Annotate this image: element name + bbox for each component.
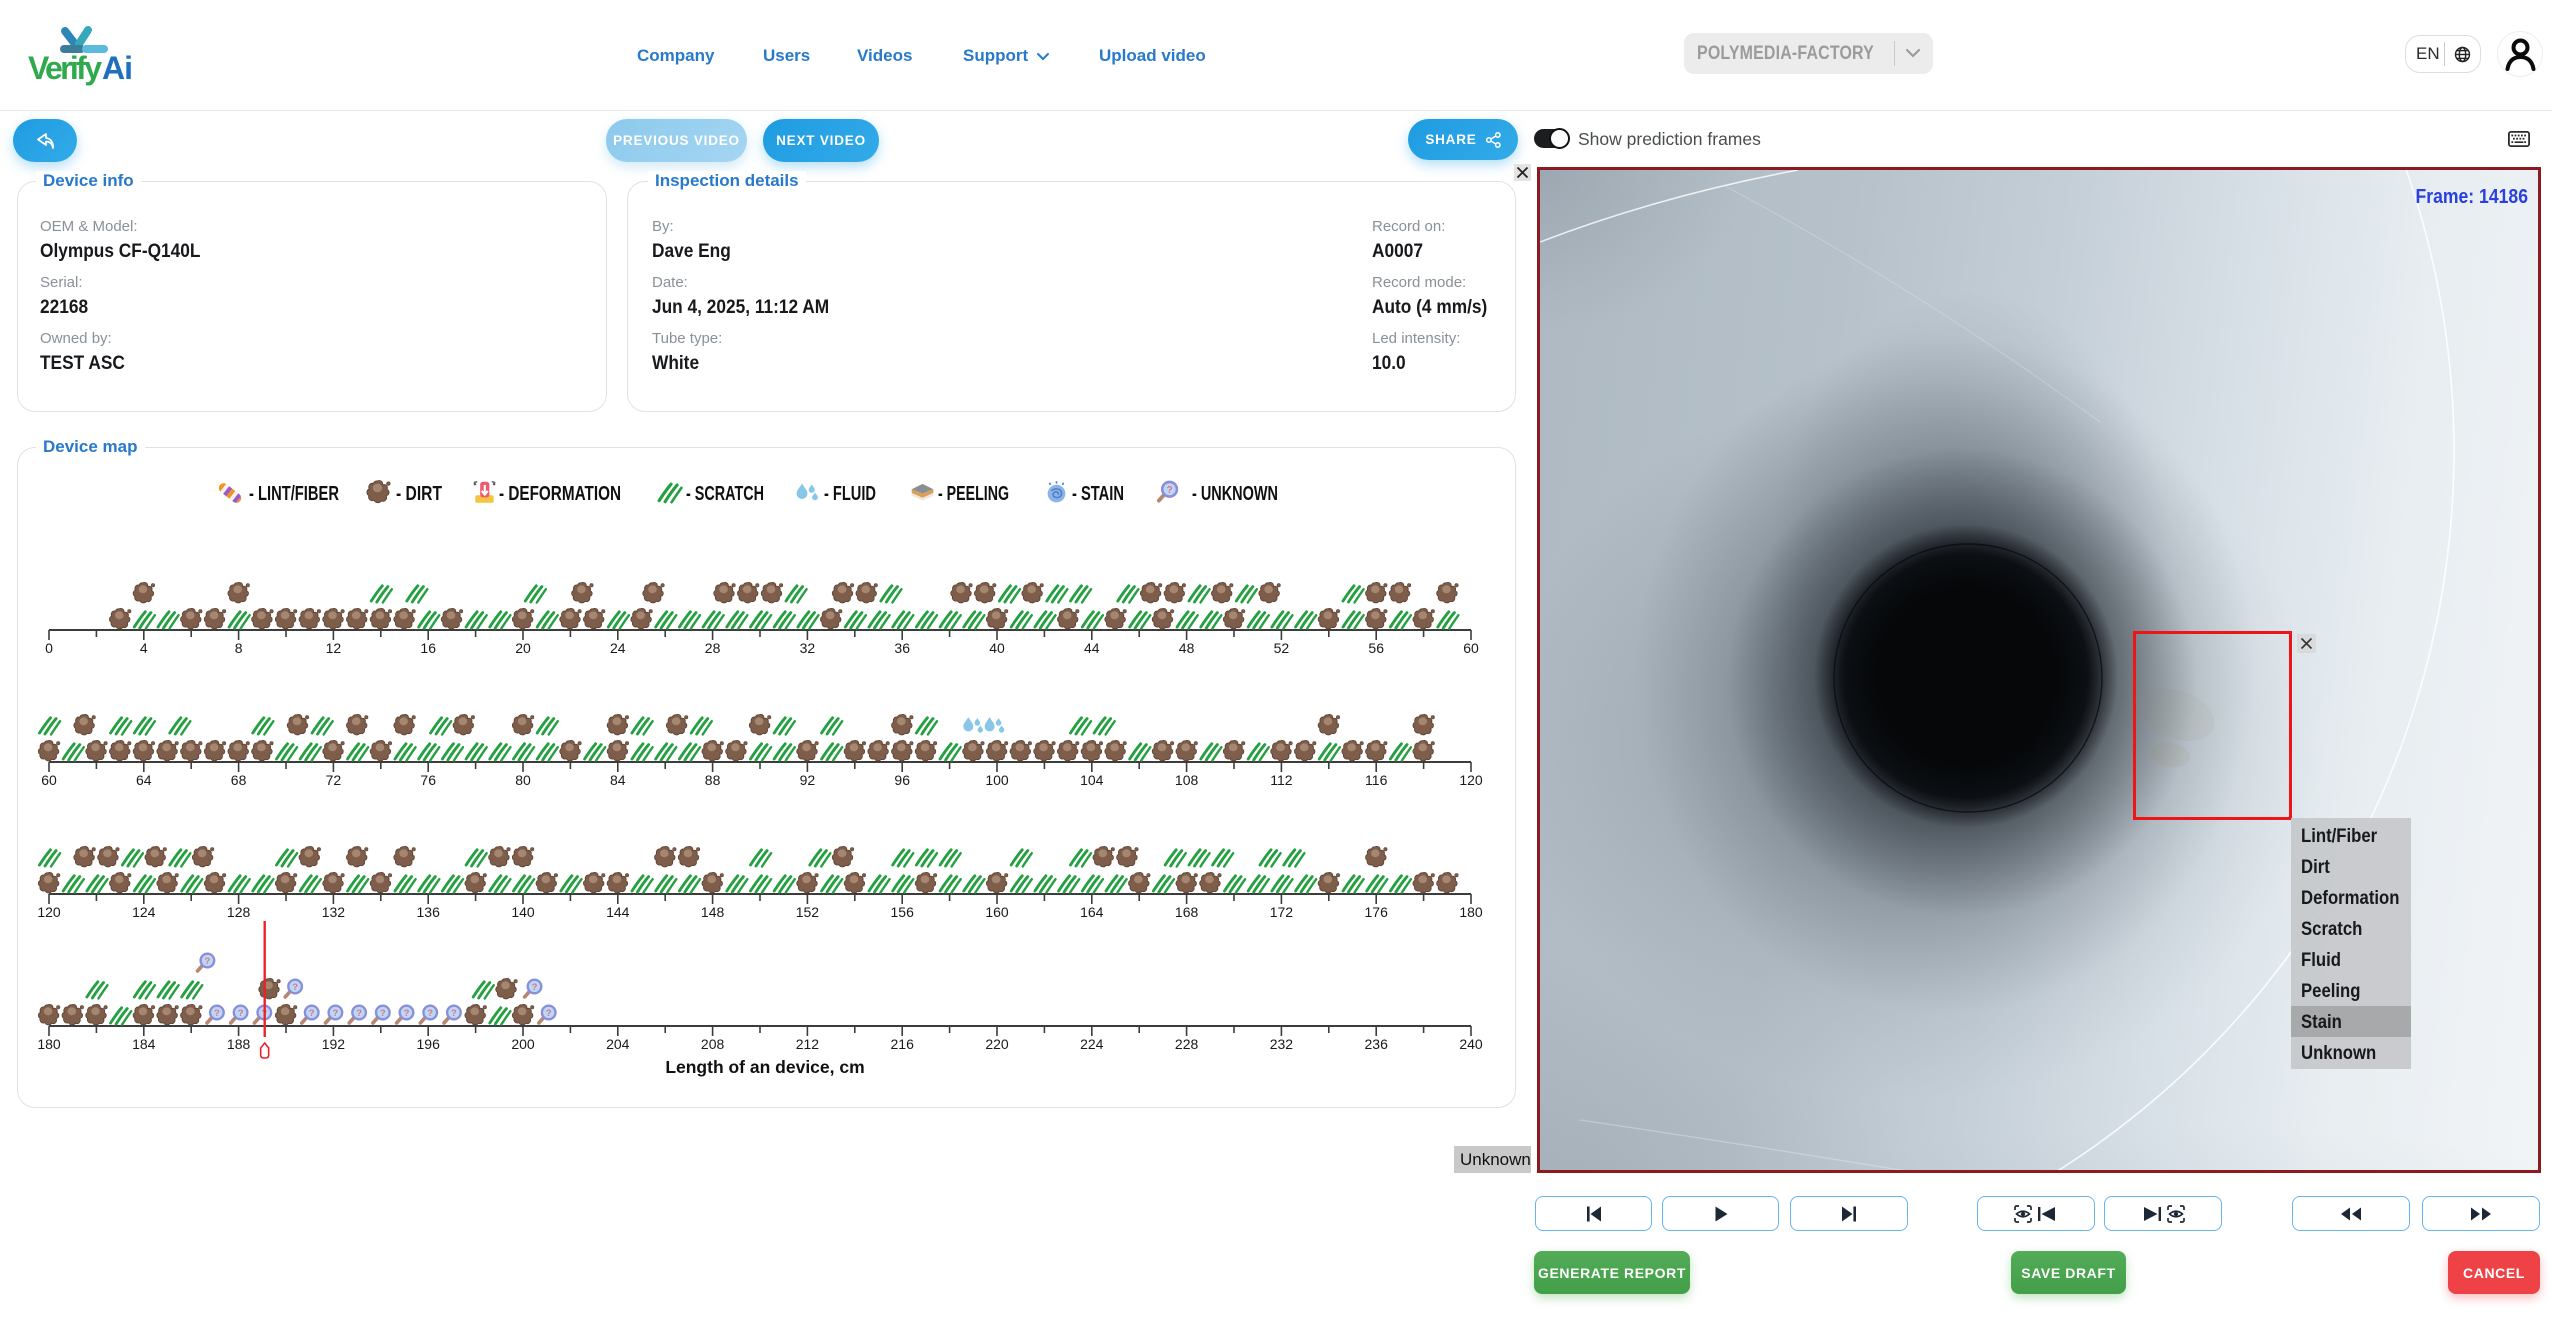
svg-text:180: 180 [1459, 904, 1483, 920]
svg-text:120: 120 [37, 904, 61, 920]
svg-text:132: 132 [322, 904, 346, 920]
svg-text:80: 80 [515, 772, 531, 788]
svg-text:204: 204 [606, 1036, 630, 1052]
svg-text:12: 12 [326, 640, 342, 656]
svg-text:76: 76 [420, 772, 436, 788]
svg-text:124: 124 [132, 904, 156, 920]
svg-text:100: 100 [985, 772, 1009, 788]
svg-text:48: 48 [1179, 640, 1195, 656]
svg-text:20: 20 [515, 640, 531, 656]
svg-text:52: 52 [1274, 640, 1290, 656]
svg-text:176: 176 [1365, 904, 1389, 920]
svg-text:0: 0 [45, 640, 53, 656]
svg-text:108: 108 [1175, 772, 1199, 788]
svg-text:180: 180 [37, 1036, 61, 1052]
svg-text:88: 88 [705, 772, 721, 788]
svg-text:16: 16 [420, 640, 436, 656]
svg-text:28: 28 [705, 640, 721, 656]
svg-text:32: 32 [800, 640, 816, 656]
svg-text:212: 212 [796, 1036, 820, 1052]
svg-text:- UNKNOWN: - UNKNOWN [1192, 483, 1278, 505]
svg-text:92: 92 [800, 772, 816, 788]
svg-text:164: 164 [1080, 904, 1104, 920]
svg-text:152: 152 [796, 904, 820, 920]
svg-text:128: 128 [227, 904, 251, 920]
svg-text:232: 232 [1270, 1036, 1294, 1052]
svg-text:140: 140 [511, 904, 535, 920]
svg-text:36: 36 [894, 640, 910, 656]
svg-text:Ai: Ai [102, 50, 132, 86]
svg-text:160: 160 [985, 904, 1009, 920]
svg-text:8: 8 [235, 640, 243, 656]
svg-text:- LINT/FIBER: - LINT/FIBER [249, 483, 339, 505]
svg-text:68: 68 [231, 772, 247, 788]
svg-text:192: 192 [322, 1036, 346, 1052]
svg-text:- DEFORMATION: - DEFORMATION [499, 483, 621, 505]
svg-text:224: 224 [1080, 1036, 1104, 1052]
svg-text:148: 148 [701, 904, 725, 920]
svg-text:184: 184 [132, 1036, 156, 1052]
svg-text:- FLUID: - FLUID [824, 483, 876, 505]
svg-text:220: 220 [985, 1036, 1009, 1052]
svg-text:40: 40 [989, 640, 1005, 656]
svg-text:200: 200 [511, 1036, 535, 1052]
svg-text:156: 156 [891, 904, 915, 920]
svg-text:96: 96 [894, 772, 910, 788]
svg-text:116: 116 [1365, 772, 1388, 788]
svg-text:112: 112 [1270, 772, 1293, 788]
svg-text:136: 136 [417, 904, 441, 920]
svg-text:144: 144 [606, 904, 630, 920]
svg-text:60: 60 [41, 772, 57, 788]
svg-text:84: 84 [610, 772, 626, 788]
svg-text:104: 104 [1080, 772, 1104, 788]
svg-text:196: 196 [417, 1036, 441, 1052]
svg-text:236: 236 [1365, 1036, 1389, 1052]
svg-text:Length of an device, cm: Length of an device, cm [665, 1057, 864, 1077]
svg-text:240: 240 [1459, 1036, 1483, 1052]
svg-text:4: 4 [140, 640, 148, 656]
svg-text:228: 228 [1175, 1036, 1199, 1052]
svg-text:44: 44 [1084, 640, 1100, 656]
svg-text:72: 72 [326, 772, 342, 788]
svg-text:- DIRT: - DIRT [396, 483, 442, 505]
svg-text:60: 60 [1463, 640, 1479, 656]
svg-text:- PEELING: - PEELING [938, 483, 1009, 505]
svg-text:- SCRATCH: - SCRATCH [686, 483, 764, 505]
svg-text:216: 216 [891, 1036, 915, 1052]
svg-text:64: 64 [136, 772, 152, 788]
svg-text:172: 172 [1270, 904, 1294, 920]
svg-text:- STAIN: - STAIN [1072, 483, 1124, 505]
svg-text:24: 24 [610, 640, 626, 656]
svg-text:56: 56 [1368, 640, 1384, 656]
svg-text:208: 208 [701, 1036, 725, 1052]
svg-text:188: 188 [227, 1036, 251, 1052]
svg-text:168: 168 [1175, 904, 1199, 920]
svg-text:Verify: Verify [28, 50, 102, 86]
svg-text:120: 120 [1459, 772, 1483, 788]
